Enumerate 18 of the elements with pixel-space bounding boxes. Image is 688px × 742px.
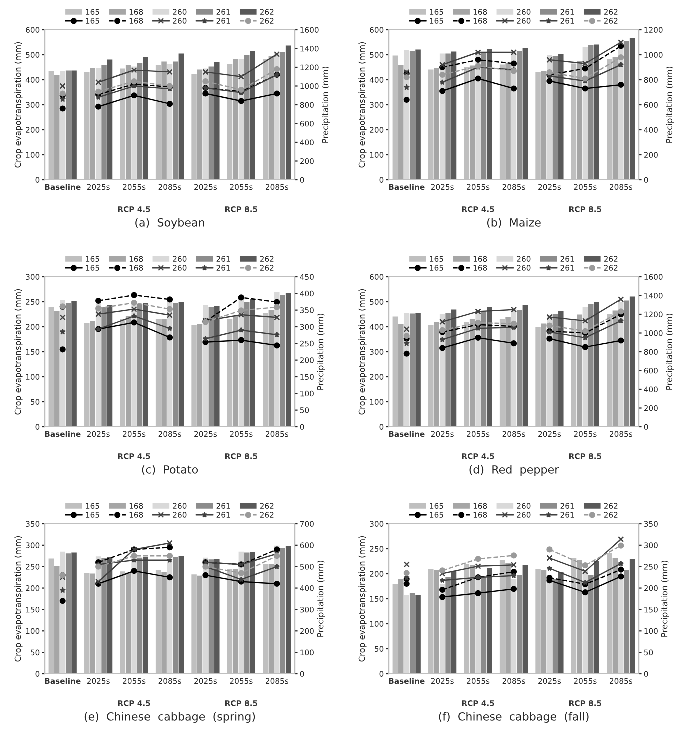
y2-axis-title: Precipitation (mm) (661, 560, 670, 637)
y2-axis-title: Precipitation (mm) (317, 560, 326, 637)
text: (e) Chinese cabbage (spring) (84, 712, 256, 724)
y-axis-title: Crop evapotranspiration (mm) (358, 536, 367, 662)
y-axis-title: Crop evapotranspiration (mm) (358, 42, 367, 168)
text: (c) Potato (142, 465, 198, 476)
text: (d) Red pepper (470, 465, 560, 476)
text: (a) Soybean (136, 218, 204, 230)
text: (f) Chinese cabbage (fall) (439, 712, 589, 724)
y-axis-title: Crop evapotranspiration (mm) (14, 536, 23, 662)
text: (b) Maize (487, 218, 541, 228)
y-axis-title: Crop evapotranspiration (mm) (358, 289, 367, 415)
y2-axis-title: Precipitation (mm) (317, 314, 326, 390)
y-axis-title: Crop evapotranspiration (mm) (14, 42, 23, 168)
y2-axis-title: Precipitation (mm) (322, 66, 330, 143)
y2-axis-title: Precipitation (mm) (666, 66, 674, 143)
y2-axis-title: Precipitation (mm) (666, 314, 674, 390)
y-axis-title: Crop evapotranspiration (mm) (14, 289, 23, 415)
